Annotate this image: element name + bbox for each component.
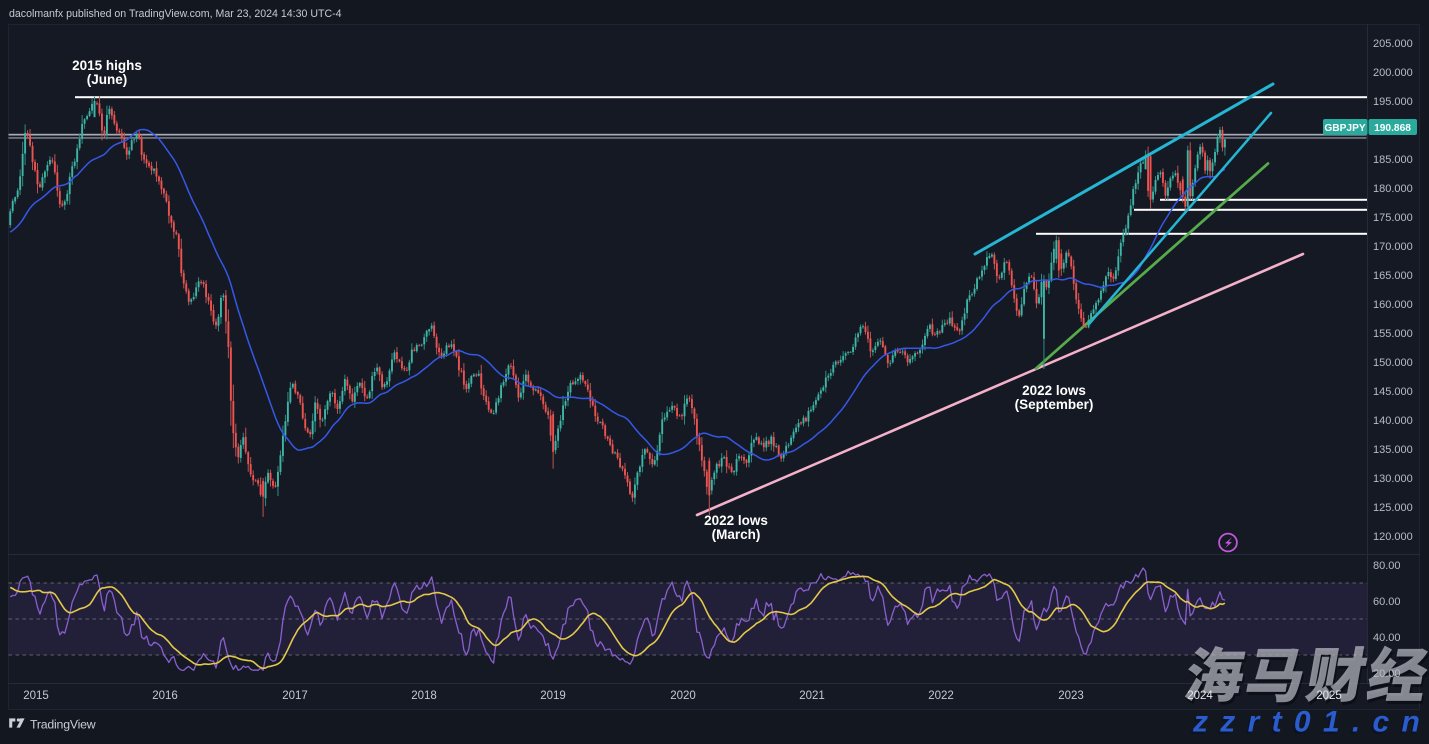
svg-text:(March): (March) xyxy=(712,527,761,542)
svg-text:180.000: 180.000 xyxy=(1373,183,1413,195)
svg-text:2023: 2023 xyxy=(1058,690,1084,702)
svg-text:2018: 2018 xyxy=(411,690,437,702)
svg-text:2015 highs: 2015 highs xyxy=(72,58,142,73)
svg-text:(June): (June) xyxy=(87,72,128,87)
svg-text:40.00: 40.00 xyxy=(1373,632,1401,644)
svg-text:2017: 2017 xyxy=(282,690,308,702)
svg-text:TradingView: TradingView xyxy=(30,717,96,731)
svg-text:140.000: 140.000 xyxy=(1373,415,1413,427)
svg-text:2016: 2016 xyxy=(152,690,178,702)
svg-text:165.000: 165.000 xyxy=(1373,270,1413,282)
svg-text:80.00: 80.00 xyxy=(1373,560,1401,572)
svg-text:135.000: 135.000 xyxy=(1373,444,1413,456)
svg-text:145.000: 145.000 xyxy=(1373,386,1413,398)
svg-text:2024: 2024 xyxy=(1187,690,1213,702)
svg-text:zzrt01.cn: zzrt01.cn xyxy=(1192,706,1429,739)
svg-text:170.000: 170.000 xyxy=(1373,241,1413,253)
svg-text:2025: 2025 xyxy=(1316,690,1342,702)
svg-text:2021: 2021 xyxy=(799,690,825,702)
svg-text:60.00: 60.00 xyxy=(1373,596,1401,608)
svg-text:150.000: 150.000 xyxy=(1373,357,1413,369)
svg-text:20.00: 20.00 xyxy=(1373,668,1401,680)
svg-text:GBPJPY: GBPJPY xyxy=(1324,123,1366,134)
svg-text:175.000: 175.000 xyxy=(1373,212,1413,224)
svg-text:205.000: 205.000 xyxy=(1373,38,1413,50)
svg-text:195.000: 195.000 xyxy=(1373,96,1413,108)
svg-text:190.868: 190.868 xyxy=(1374,123,1411,134)
svg-text:zzrt01.cn: zzrt01.cn xyxy=(1190,708,1429,739)
svg-text:125.000: 125.000 xyxy=(1373,502,1413,514)
svg-text:2020: 2020 xyxy=(670,690,696,702)
svg-text:185.000: 185.000 xyxy=(1373,154,1413,166)
svg-text:130.000: 130.000 xyxy=(1373,473,1413,485)
svg-text:dacolmanfx published on Tradin: dacolmanfx published on TradingView.com,… xyxy=(9,8,342,20)
svg-text:2019: 2019 xyxy=(540,690,566,702)
svg-text:(September): (September) xyxy=(1015,397,1094,412)
svg-text:2022 lows: 2022 lows xyxy=(1022,383,1086,398)
svg-text:160.000: 160.000 xyxy=(1373,299,1413,311)
svg-text:200.000: 200.000 xyxy=(1373,67,1413,79)
svg-text:2022 lows: 2022 lows xyxy=(704,513,768,528)
svg-text:155.000: 155.000 xyxy=(1373,328,1413,340)
svg-text:2022: 2022 xyxy=(928,690,954,702)
svg-text:2015: 2015 xyxy=(23,690,49,702)
svg-text:120.000: 120.000 xyxy=(1373,531,1413,543)
